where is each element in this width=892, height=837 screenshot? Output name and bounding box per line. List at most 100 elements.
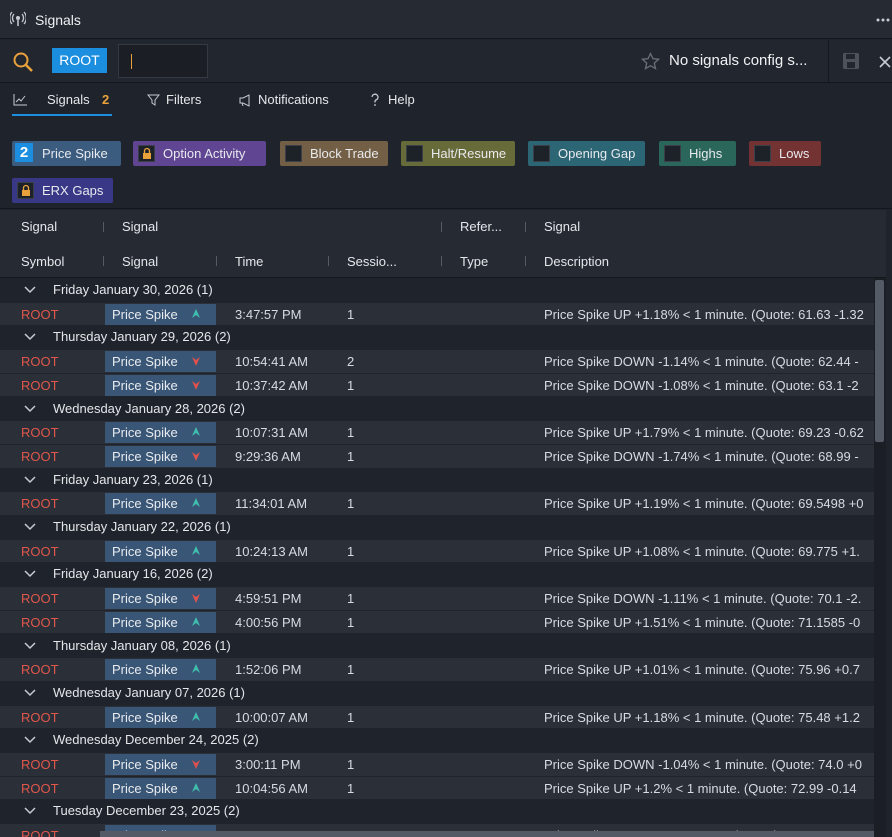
signal-name: Price Spike [112,780,178,796]
group-row[interactable]: Friday January 30, 2026 (1) [0,278,874,302]
expand-chevron[interactable] [24,286,36,294]
signal-name: Price Spike [112,425,178,441]
search-bar: ROOT No signals config s... [0,40,892,83]
expand-chevron[interactable] [24,570,36,578]
group-row[interactable]: Thursday January 29, 2026 (2) [0,325,874,350]
search-icon[interactable] [12,51,34,73]
active-tab-underline [12,114,112,116]
group-row[interactable]: Thursday January 08, 2026 (1) [0,633,874,658]
signal-row[interactable]: ROOT Price Spike 4:00:56 PM 1 Price Spike UP… [0,609,874,634]
signal-row[interactable]: ROOT Price Spike 10:24:13 AM 1 Price Spike U… [0,538,874,563]
tab[interactable]: Help [388,92,415,107]
tab[interactable]: Signals [47,92,90,107]
chip-checkbox[interactable] [406,145,423,163]
title-bar: Signals [0,0,892,39]
column-header[interactable]: Type [460,254,489,269]
expand-chevron[interactable] [24,641,36,650]
column-header[interactable]: Description [544,254,610,269]
signal-badge: Price Spike [105,493,216,515]
signal-row[interactable]: ROOT Price Spike 10:07:31 AM 1 Price Spike U… [0,420,874,444]
config-name[interactable]: No signals config s... [669,52,808,69]
signal-badge: Price Spike [105,445,216,467]
group-row[interactable]: Wednesday January 28, 2026 (2) [0,396,874,421]
group-row[interactable]: Friday January 23, 2026 (1) [0,467,874,492]
expand-chevron[interactable] [24,476,36,484]
down-arrow [192,380,200,390]
filter-chip[interactable]: Halt/Resume [401,141,515,166]
up-arrow [192,308,200,318]
signal-row[interactable]: ROOT Price Spike 10:00:07 AM 1 Price Spike U… [0,704,874,729]
group-row[interactable]: Tuesday December 23, 2025 (2) [0,799,874,824]
session: 1 [347,377,355,393]
up-arrow [192,711,200,721]
group-row[interactable]: Friday January 16, 2026 (2) [0,562,874,587]
tab[interactable]: Notifications [258,92,329,107]
tab[interactable]: Filters [166,92,202,107]
symbol: ROOT [21,828,59,837]
column-header[interactable]: Signal [122,254,159,269]
filter-chip[interactable]: ERX Gaps [12,178,113,203]
chip-label: Block Trade [310,146,379,161]
expand-chevron[interactable] [24,689,36,697]
scrollbar[interactable] [874,278,886,837]
signal-row[interactable]: ROOT Price Spike 10:54:41 AM 2 Price Spike D… [0,349,874,373]
group-row[interactable]: Wednesday December 24, 2025 (2) [0,728,874,752]
column-header[interactable]: Time [235,254,264,269]
filter-chip[interactable]: Option Activity [133,141,266,166]
filter-chip[interactable]: Opening Gap [528,141,645,166]
column-header[interactable]: Sessio... [347,254,397,269]
signal-name: Price Spike [112,377,178,393]
chip-checkbox[interactable] [285,145,302,163]
filter-chip[interactable]: 2 Price Spike [12,141,121,166]
expand-chevron[interactable] [24,404,36,413]
filter-chip[interactable]: Block Trade [280,141,388,166]
column-header[interactable]: Symbol [21,254,65,269]
group-row[interactable]: Wednesday January 07, 2026 (1) [0,680,874,705]
signal-row[interactable]: ROOT Price Spike 10:04:56 AM 1 Price Spike U… [0,775,874,800]
chip-checkbox[interactable] [664,145,681,163]
symbol: ROOT [21,591,59,607]
chip-checkbox[interactable] [138,145,155,163]
signal-row[interactable]: ROOT Price Spike 3:00:11 PM 1 Price Spike DO… [0,752,874,776]
expand-chevron[interactable] [24,807,36,815]
column-group-header: Signal [21,219,58,234]
expand-chevron[interactable] [24,736,36,744]
expand-chevron[interactable] [24,523,36,531]
symbol-button[interactable]: ROOT [52,48,107,73]
signal-row[interactable]: ROOT Price Spike 1:52:06 PM 1 Price Spike UP… [0,657,874,681]
session: 1 [347,780,355,796]
close-button[interactable] [879,56,891,68]
megaphone-icon [239,94,250,107]
chip-checkbox[interactable] [754,145,771,163]
filter-chip[interactable]: Lows [749,141,821,166]
signal-row[interactable]: ROOT Price Spike 9:29:36 AM 1 Price Spike DO… [0,443,874,468]
symbol-input[interactable] [118,44,208,78]
save-button[interactable] [842,52,860,70]
signal-name: Price Spike [112,614,178,630]
chip-checkbox[interactable] [17,182,34,200]
signal-row[interactable]: ROOT Price Spike 3:47:57 PM 1 Price Spike UP… [0,301,874,326]
chip-checkbox[interactable] [533,145,550,163]
session: 1 [347,757,355,772]
time: 10:54:41 AM [235,354,308,370]
horizontal-scrollbar[interactable] [100,831,874,837]
signal-badge: Price Spike [105,659,216,681]
signal-row[interactable]: ROOT Price Spike 10:37:42 AM 1 Price Spike D… [0,372,874,397]
signal-badge: Price Spike [105,374,216,396]
description: Price Spike DOWN -1.11% < 1 minute. (Quo… [544,591,862,607]
signal-row[interactable]: ROOT Price Spike 11:34:01 AM 1 Price Spike U… [0,491,874,515]
down-arrow [192,451,200,461]
expand-chevron[interactable] [24,333,36,341]
chip-label: Opening Gap [558,146,636,161]
description: Price Spike UP +1.18% < 1 minute. (Quote… [544,709,860,725]
filter-chip[interactable]: Highs [659,141,736,166]
menu-button[interactable] [876,18,890,22]
session: 1 [347,448,355,464]
signal-row[interactable]: ROOT Price Spike 4:59:51 PM 1 Price Spike DO… [0,586,874,610]
favorite-star[interactable] [641,52,660,71]
group-title: Thursday January 22, 2026 (1) [53,519,231,534]
signal-type-filters: 2 Price Spike Option Activity Block Trade Ha… [0,117,892,209]
signal-badge: Price Spike [105,351,216,373]
signal-name: Price Spike [112,306,178,322]
group-row[interactable]: Thursday January 22, 2026 (1) [0,515,874,539]
